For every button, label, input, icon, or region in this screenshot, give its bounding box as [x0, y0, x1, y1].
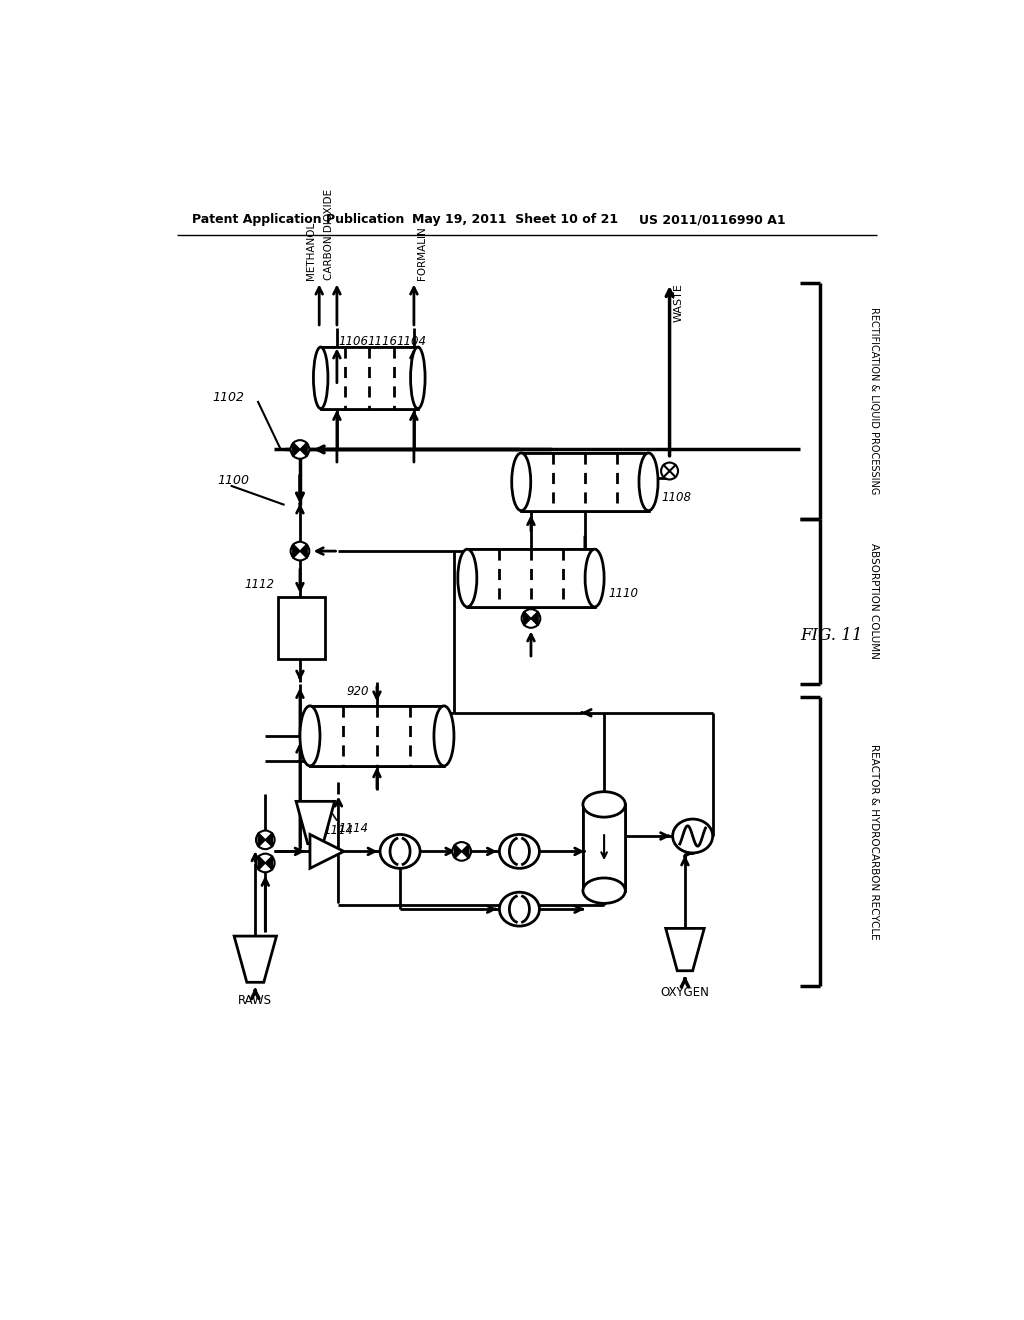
Ellipse shape	[639, 453, 658, 511]
Ellipse shape	[500, 834, 540, 869]
Text: 1110: 1110	[608, 587, 638, 601]
Ellipse shape	[500, 892, 540, 927]
Polygon shape	[296, 801, 335, 843]
Text: 1106: 1106	[339, 335, 369, 348]
Ellipse shape	[583, 792, 626, 817]
Polygon shape	[293, 544, 300, 558]
Text: CARBON DIOXIDE: CARBON DIOXIDE	[324, 189, 334, 280]
Polygon shape	[310, 834, 344, 869]
Polygon shape	[293, 442, 300, 457]
Text: RAWS: RAWS	[239, 994, 272, 1007]
Text: FORMALIN: FORMALIN	[417, 226, 427, 280]
Bar	[279, 597, 325, 659]
Polygon shape	[265, 855, 272, 870]
Text: REACTOR & HYDROCARBON RECYCLE: REACTOR & HYDROCARBON RECYCLE	[868, 744, 879, 940]
Circle shape	[662, 462, 678, 479]
Text: 1116: 1116	[368, 335, 397, 348]
Polygon shape	[523, 611, 531, 626]
Ellipse shape	[313, 347, 328, 409]
Text: 920: 920	[346, 685, 369, 698]
Text: FIG. 11: FIG. 11	[801, 627, 863, 644]
Ellipse shape	[434, 706, 454, 766]
Polygon shape	[265, 833, 272, 847]
Polygon shape	[531, 611, 539, 626]
Text: May 19, 2011  Sheet 10 of 21: May 19, 2011 Sheet 10 of 21	[412, 214, 617, 227]
Ellipse shape	[380, 834, 420, 869]
Circle shape	[521, 609, 541, 628]
Ellipse shape	[411, 347, 425, 409]
Polygon shape	[455, 845, 462, 858]
Circle shape	[291, 541, 309, 561]
Text: 1100: 1100	[217, 474, 250, 487]
Polygon shape	[258, 833, 265, 847]
Text: 1114: 1114	[339, 822, 369, 836]
Ellipse shape	[673, 818, 713, 853]
Text: 1108: 1108	[662, 491, 692, 504]
Polygon shape	[462, 845, 469, 858]
Text: ABSORPTION COLUMN: ABSORPTION COLUMN	[868, 544, 879, 659]
Bar	[467, 549, 595, 607]
Bar	[310, 706, 444, 766]
Polygon shape	[234, 936, 276, 982]
Bar	[321, 347, 418, 409]
Text: OXYGEN: OXYGEN	[660, 986, 710, 999]
Circle shape	[256, 854, 274, 873]
Text: 1112: 1112	[245, 578, 274, 591]
Ellipse shape	[512, 453, 530, 511]
Text: 1114: 1114	[323, 825, 353, 837]
Text: METHANOL: METHANOL	[306, 222, 316, 280]
Bar	[521, 453, 648, 511]
Text: 1104: 1104	[396, 335, 426, 348]
Ellipse shape	[300, 706, 319, 766]
Bar	[583, 804, 626, 891]
Polygon shape	[666, 928, 705, 970]
Polygon shape	[300, 544, 307, 558]
Text: US 2011/0116990 A1: US 2011/0116990 A1	[639, 214, 785, 227]
Circle shape	[453, 842, 471, 861]
Polygon shape	[300, 442, 307, 457]
Ellipse shape	[585, 549, 604, 607]
Ellipse shape	[458, 549, 477, 607]
Text: Patent Application Publication: Patent Application Publication	[193, 214, 404, 227]
Text: WASTE: WASTE	[674, 284, 683, 322]
Polygon shape	[258, 855, 265, 870]
Text: RECTIFICATION & LIQUID PROCESSING: RECTIFICATION & LIQUID PROCESSING	[868, 308, 879, 495]
Circle shape	[256, 830, 274, 849]
Text: 1102: 1102	[213, 391, 245, 404]
Ellipse shape	[583, 878, 626, 903]
Circle shape	[291, 440, 309, 459]
